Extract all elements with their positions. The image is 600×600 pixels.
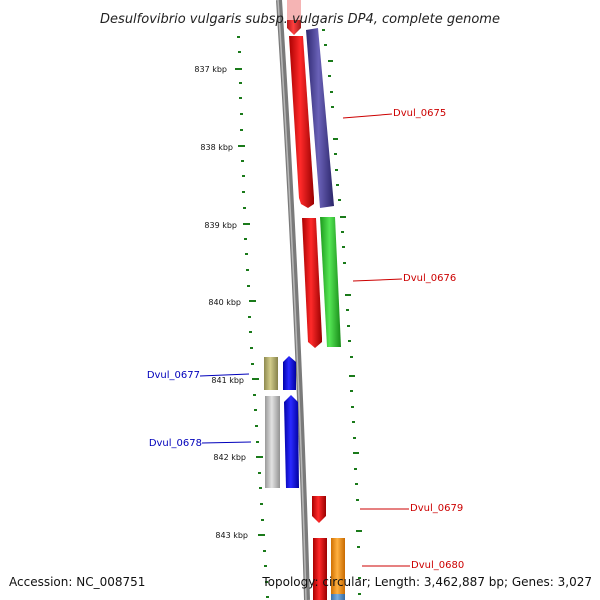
- gene-feature-dvul0680-steel[interactable]: [331, 594, 345, 600]
- tick-dots-left: [237, 36, 269, 598]
- gene-feature-dvul0676-green[interactable]: [320, 217, 341, 347]
- gene-feature-dvul0679-red[interactable]: [312, 496, 326, 523]
- gene-feature-dvul0678-gray[interactable]: [265, 396, 280, 488]
- gene-feature-dvul0676-red[interactable]: [302, 218, 322, 348]
- tick-marks-left: [235, 68, 265, 536]
- gene-feature-dvul0678-blue[interactable]: [284, 395, 299, 488]
- gene-feature-dvul0675-navy[interactable]: [306, 28, 334, 208]
- accession-text: Accession: NC_008751: [9, 575, 145, 589]
- tick-label-838: 838 kbp: [200, 143, 233, 152]
- gene-label-dvul0678[interactable]: Dvul_0678: [149, 438, 202, 449]
- gene-feature-top-red[interactable]: [287, 18, 301, 35]
- genome-backbone-highlight: [277, 0, 307, 600]
- gene-label-dvul0676[interactable]: Dvul_0676: [403, 273, 456, 284]
- gene-label-dvul0679[interactable]: Dvul_0679: [410, 503, 463, 514]
- gene-label-dvul0675[interactable]: Dvul_0675: [393, 108, 446, 119]
- gene-feature-dvul0677-olive[interactable]: [264, 357, 278, 390]
- genome-title: Desulfovibrio vulgaris subsp. vulgaris D…: [100, 12, 500, 27]
- genome-backbone: [276, 0, 310, 600]
- tick-label-839: 839 kbp: [204, 221, 237, 230]
- tick-dots-right: [322, 29, 362, 595]
- tick-label-842: 842 kbp: [213, 453, 246, 462]
- tick-label-841: 841 kbp: [211, 376, 244, 385]
- gene-label-dvul0680[interactable]: Dvul_0680: [411, 560, 464, 571]
- tick-label-837: 837 kbp: [194, 65, 227, 74]
- tick-label-843: 843 kbp: [215, 531, 248, 540]
- gene-feature-dvul0680-orange[interactable]: [331, 538, 345, 594]
- gene-features: [264, 0, 345, 600]
- tick-label-840: 840 kbp: [208, 298, 241, 307]
- gene-feature-dvul0677-blue[interactable]: [283, 356, 296, 390]
- gene-label-dvul0677[interactable]: Dvul_0677: [147, 370, 200, 381]
- gene-labels-left: Dvul_0677 Dvul_0678: [147, 370, 252, 449]
- gene-labels-right: Dvul_0675 Dvul_0676 Dvul_0679 Dvul_0680: [342, 108, 464, 571]
- topology-text: Topology: circular; Length: 3,462,887 bp…: [261, 575, 592, 589]
- gene-feature-dvul0680-red[interactable]: [313, 538, 327, 600]
- gene-feature-dvul0675-red[interactable]: [289, 36, 314, 208]
